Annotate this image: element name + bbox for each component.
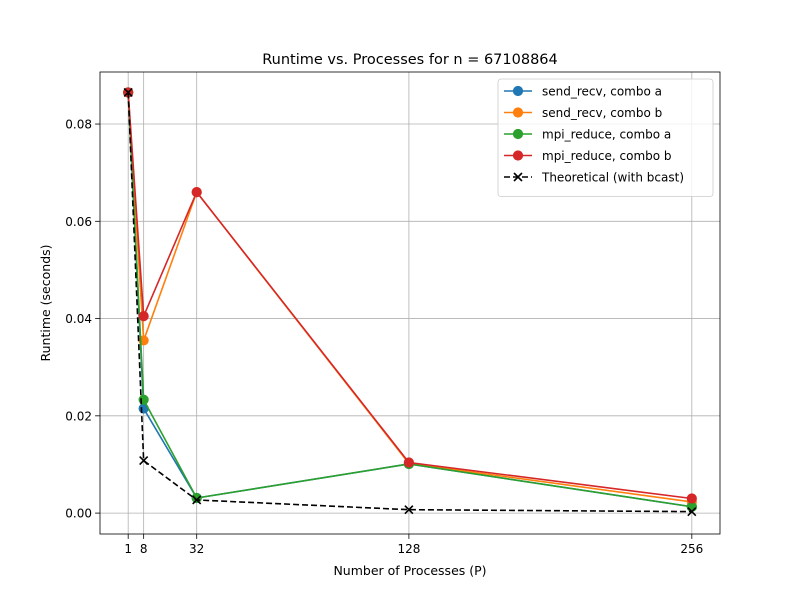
ticks-layer: 1 8 32 128 256 0.00 0.02 0.04 0.06 0.08 xyxy=(65,118,703,556)
data-point xyxy=(403,457,414,468)
series-mpi-reduce-combo-b xyxy=(123,87,697,504)
legend: send_recv, combo a send_recv, combo b mpi_… xyxy=(497,78,714,197)
x-tick-label: 128 xyxy=(397,542,420,556)
y-tick-label: 0.06 xyxy=(65,215,92,229)
y-tick-label: 0.02 xyxy=(65,409,92,423)
data-point xyxy=(686,493,697,504)
data-point xyxy=(139,456,149,466)
legend-swatch-marker xyxy=(512,85,524,97)
y-tick-label: 0.00 xyxy=(65,507,92,521)
legend-label: mpi_reduce, combo a xyxy=(542,128,671,142)
x-axis-label: Number of Processes (P) xyxy=(333,563,486,578)
legend-item: send_recv, combo a xyxy=(504,85,662,99)
legend-label: mpi_reduce, combo b xyxy=(542,149,672,163)
data-point xyxy=(138,311,149,322)
y-tick-label: 0.04 xyxy=(65,312,92,326)
data-point xyxy=(687,507,697,517)
chart-title: Runtime vs. Processes for n = 67108864 xyxy=(262,52,558,68)
plot-frame xyxy=(99,71,721,535)
legend-swatch-marker xyxy=(512,150,524,161)
y-tick-label: 0.08 xyxy=(65,118,92,132)
x-tick-label: 32 xyxy=(189,542,204,556)
legend-box xyxy=(497,78,714,197)
legend-label: send_recv, combo b xyxy=(542,106,662,120)
legend-item: mpi_reduce, combo b xyxy=(504,149,672,163)
series-layer xyxy=(123,87,697,517)
data-point xyxy=(191,492,202,504)
data-point xyxy=(123,87,133,97)
legend-item: send_recv, combo b xyxy=(504,106,662,120)
legend-item: mpi_reduce, combo a xyxy=(504,128,671,142)
series-theoretical-with-bcast xyxy=(123,87,697,517)
legend-swatch-marker xyxy=(512,107,524,118)
legend-label: send_recv, combo a xyxy=(542,85,662,99)
legend-swatch-marker xyxy=(513,172,523,182)
data-point xyxy=(404,505,414,515)
x-tick-label: 256 xyxy=(680,542,703,556)
legend-swatch-marker xyxy=(512,128,524,140)
legend-item: Theoretical (with bcast) xyxy=(504,171,684,185)
x-tick-label: 1 xyxy=(124,542,132,556)
legend-label: Theoretical (with bcast) xyxy=(541,171,684,185)
data-point xyxy=(192,495,202,505)
data-point xyxy=(191,187,202,198)
y-axis-label: Runtime (seconds) xyxy=(38,244,53,361)
x-tick-label: 8 xyxy=(140,542,148,556)
